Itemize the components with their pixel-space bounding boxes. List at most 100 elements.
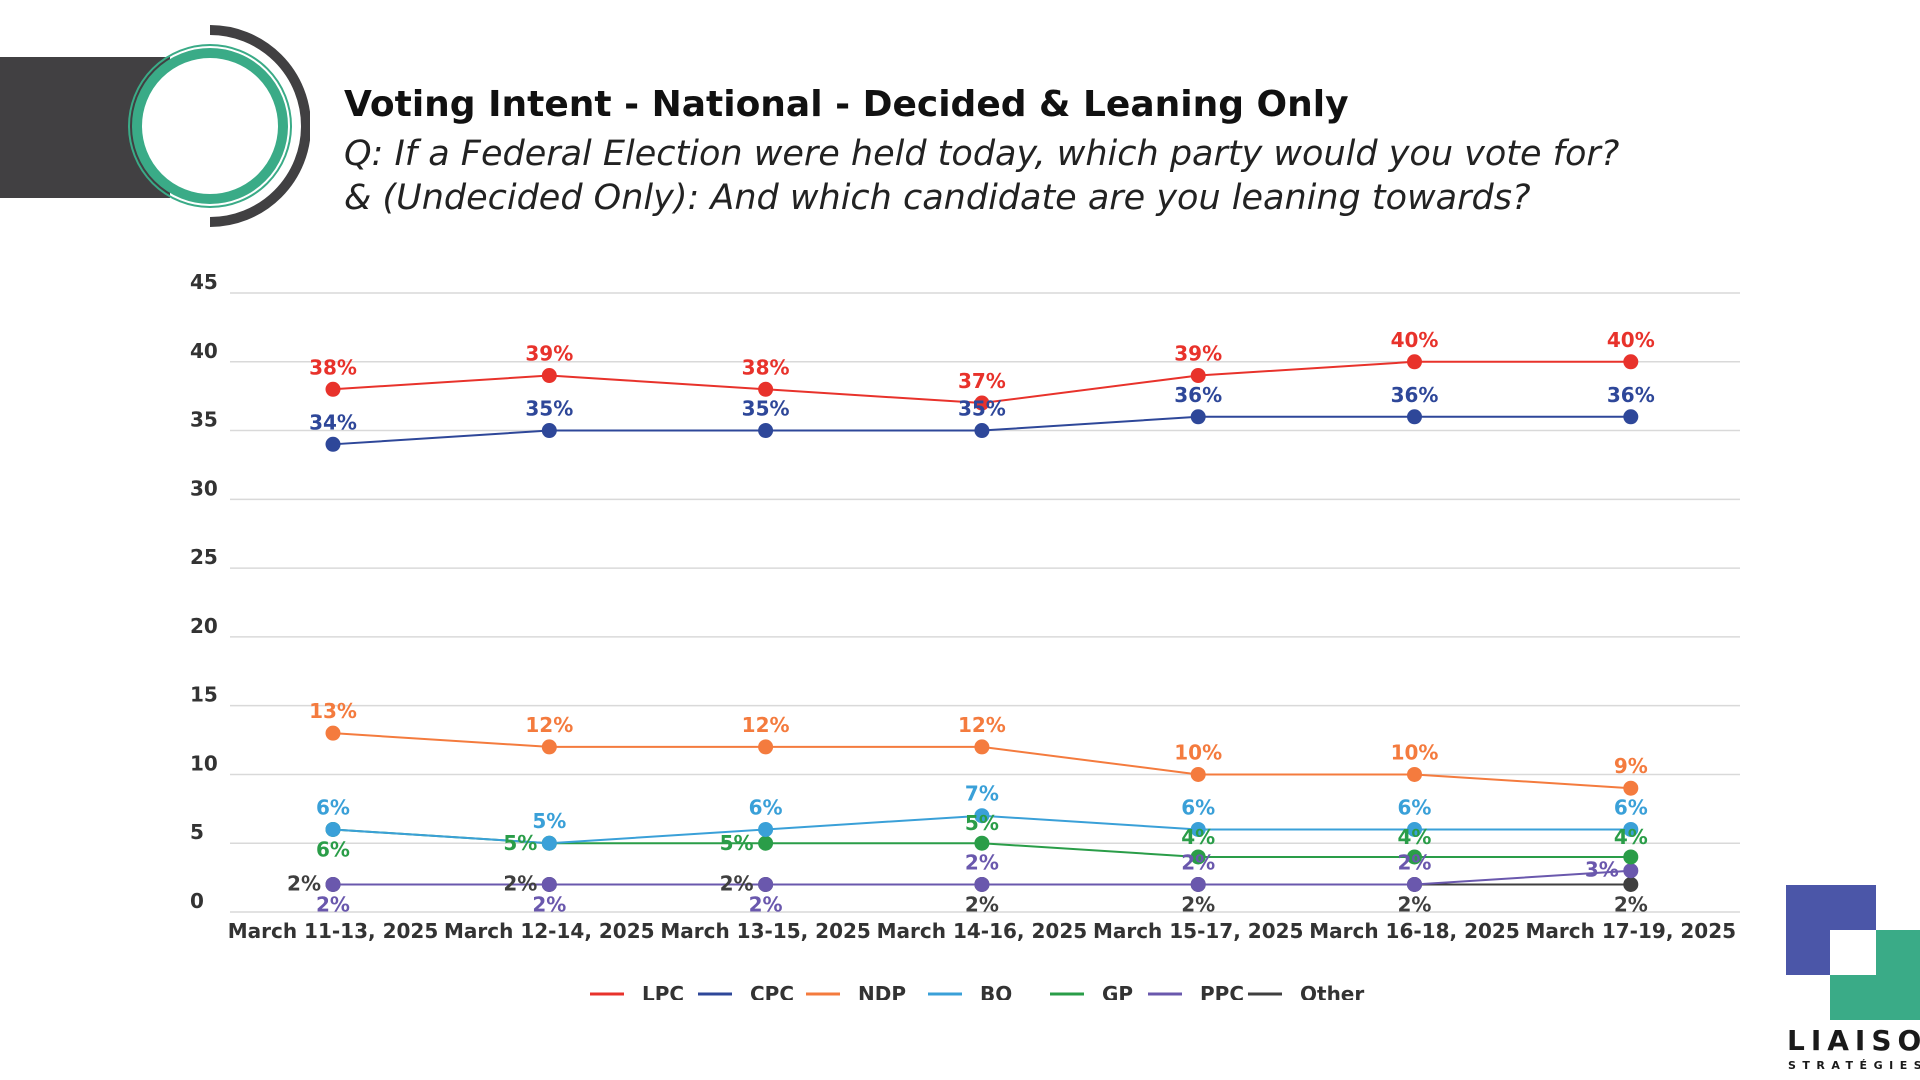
data-label-bq: 6% <box>1181 795 1215 819</box>
data-label-ndp: 12% <box>958 713 1006 737</box>
point-lpc <box>325 381 341 397</box>
legend-label-bq: BQ <box>980 982 1012 1000</box>
data-label-other: 2% <box>965 892 999 916</box>
point-cpc <box>1623 409 1639 425</box>
point-bq <box>541 835 557 851</box>
line-chart: 0 5 10 15 20 25 30 35 40 45 March 11-13, 2025 March… <box>190 270 1740 1000</box>
point-ndp <box>325 725 341 741</box>
point-bq <box>758 821 774 837</box>
point-bq <box>1623 821 1639 837</box>
legend-label-cpc: CPC <box>750 982 794 1000</box>
data-label-lpc: 39% <box>1174 342 1222 366</box>
data-label-gp: 5% <box>503 831 537 855</box>
legend-label-other: Other <box>1300 982 1364 1000</box>
point-lpc <box>1407 354 1422 370</box>
data-label-other: 2% <box>287 871 321 895</box>
y-tick-label: 25 <box>190 545 218 569</box>
chart-subtitle-leaning: & (Undecided Only): And which candidate … <box>344 178 1531 218</box>
y-tick-label: 40 <box>190 339 218 363</box>
data-label-ppc: 3% <box>1585 858 1619 882</box>
y-tick-label: 0 <box>190 889 204 913</box>
legend-label-gp: GP <box>1102 982 1133 1000</box>
point-ndp <box>758 739 774 755</box>
x-tick-label: March 15-17, 2025 <box>1093 919 1304 943</box>
data-label-ndp: 10% <box>1174 740 1222 764</box>
data-label-gp: 6% <box>316 837 350 861</box>
data-label-ndp: 12% <box>525 713 573 737</box>
data-label-lpc: 40% <box>1391 328 1439 352</box>
x-tick-label: March 14-16, 2025 <box>877 919 1088 943</box>
x-tick-label: March 17-19, 2025 <box>1526 919 1737 943</box>
point-lpc <box>974 395 990 411</box>
data-label-cpc: 35% <box>742 397 790 421</box>
data-label-cpc: 36% <box>1174 383 1222 407</box>
y-tick-label: 20 <box>190 614 218 638</box>
data-label-lpc: 38% <box>309 355 357 379</box>
data-label-ndp: 13% <box>309 699 357 723</box>
data-label-ppc: 2% <box>316 892 350 916</box>
point-bq <box>1190 821 1206 837</box>
y-tick-label: 35 <box>190 408 218 432</box>
data-label-ppc: 2% <box>1398 850 1432 874</box>
y-tick-label: 5 <box>190 820 204 844</box>
data-label-other: 2% <box>720 871 754 895</box>
point-ppc <box>325 876 341 892</box>
point-other <box>1623 876 1639 892</box>
legend-label-ndp: NDP <box>858 982 906 1000</box>
point-cpc <box>541 423 557 439</box>
data-label-ndp: 12% <box>742 713 790 737</box>
data-label-bq: 6% <box>749 795 783 819</box>
data-label-ppc: 2% <box>1181 850 1215 874</box>
point-ppc <box>1190 876 1206 892</box>
data-label-bq: 5% <box>532 809 566 833</box>
x-tick-label: March 13-15, 2025 <box>660 919 871 943</box>
point-ppc <box>1407 876 1422 892</box>
y-tick-label: 30 <box>190 476 218 500</box>
point-ndp <box>1190 766 1206 782</box>
y-tick-label: 10 <box>190 751 218 775</box>
title-block: Voting Intent - National - Decided & Lea… <box>344 84 1619 220</box>
data-label-ppc: 2% <box>965 850 999 874</box>
point-ppc <box>541 876 557 892</box>
data-label-bq: 7% <box>965 782 999 806</box>
y-tick-label: 45 <box>190 270 218 294</box>
data-label-ppc: 2% <box>749 892 783 916</box>
point-gp <box>758 835 774 851</box>
point-ndp <box>541 739 557 755</box>
point-lpc <box>1190 368 1206 384</box>
point-gp <box>974 835 990 851</box>
data-label-lpc: 37% <box>958 369 1006 393</box>
x-tick-label: March 16-18, 2025 <box>1309 919 1520 943</box>
point-gp <box>1623 849 1639 865</box>
point-cpc <box>758 423 774 439</box>
point-gp <box>1407 849 1422 865</box>
data-label-lpc: 39% <box>525 342 573 366</box>
point-ndp <box>1623 780 1639 796</box>
point-ndp <box>1407 766 1422 782</box>
data-label-lpc: 40% <box>1607 328 1655 352</box>
point-bq <box>325 821 341 837</box>
data-label-gp: 5% <box>965 811 999 835</box>
x-tick-label: March 11-13, 2025 <box>228 919 439 943</box>
data-label-cpc: 36% <box>1391 383 1439 407</box>
brand-name: LIAISON <box>1787 1024 1920 1057</box>
legend-label-lpc: LPC <box>642 982 684 1000</box>
point-lpc <box>758 381 774 397</box>
point-ppc <box>758 876 774 892</box>
data-label-other: 2% <box>503 871 537 895</box>
data-label-other: 2% <box>1181 892 1215 916</box>
brand-tagline: STRATÉGIES <box>1788 1059 1920 1072</box>
liaison-logo-icon <box>1786 885 1920 1020</box>
chart-subtitle-question: Q: If a Federal Election were held today… <box>344 134 1620 174</box>
point-ndp <box>974 739 990 755</box>
point-gp <box>1190 849 1206 865</box>
y-tick-label: 15 <box>190 683 218 707</box>
data-label-ndp: 9% <box>1614 754 1648 778</box>
point-lpc <box>1623 354 1639 370</box>
data-label-bq: 6% <box>1398 795 1432 819</box>
point-lpc <box>541 368 557 384</box>
legend-label-ppc: PPC <box>1200 982 1244 1000</box>
ring-logo-icon <box>128 25 310 227</box>
data-label-cpc: 34% <box>309 410 357 434</box>
data-label-bq: 6% <box>1614 795 1648 819</box>
